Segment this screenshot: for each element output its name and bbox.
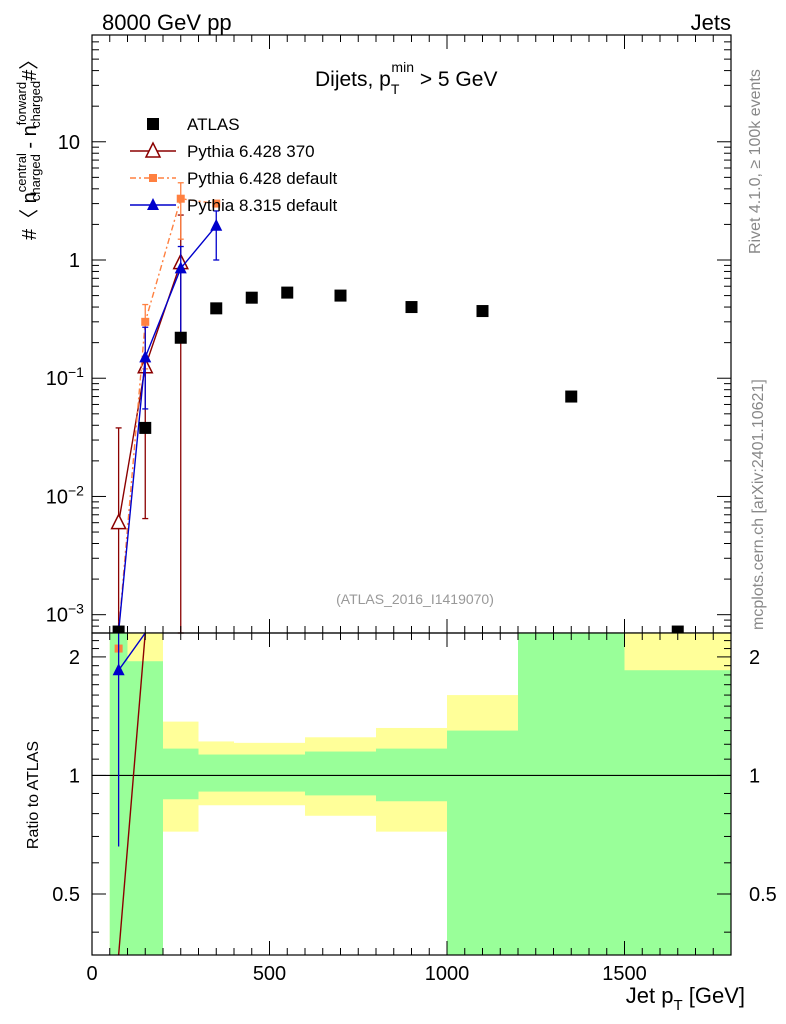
ratio-y-tick-label-right: 0.5 (749, 884, 777, 906)
ratio-marker (112, 663, 125, 676)
atlas-point (174, 331, 187, 344)
title-main: Dijets, p (315, 68, 391, 91)
ratio-y-tick-label: 1 (69, 765, 80, 787)
main-marks (110, 182, 684, 638)
ratio-y-tick-label-right: 1 (749, 765, 760, 787)
legend-marker-pythia8 (147, 198, 159, 210)
x-tick-label: 1000 (425, 963, 470, 985)
main-y-tick-exponent: −3 (68, 601, 84, 617)
ratio-series-line (118, 632, 146, 671)
pythia6-default-point (176, 194, 185, 203)
ratio-y-tick-label: 0.5 (52, 884, 80, 906)
legend-label: Pythia 6.428 370 (187, 142, 315, 161)
xlabel-sub: T (673, 997, 682, 1014)
tick-base: 10 (46, 486, 68, 508)
tick-base: 10 (46, 368, 68, 390)
x-tick-label: 500 (253, 963, 286, 985)
main-y-tick-exponent: −1 (68, 364, 84, 380)
ratio-ylabel: Ratio to ATLAS (25, 741, 42, 849)
main-ylabel: #〈 ncentralcharged - nforwardcharged#〉 (14, 50, 43, 240)
legend-marker-atlas (147, 118, 159, 130)
title-rest: > 5 GeV (414, 68, 497, 91)
atlas-point (476, 305, 489, 318)
pythia8-point (174, 261, 187, 274)
ylabel-sub2: charged (28, 81, 43, 128)
ratio-band-inner (234, 754, 305, 792)
legend-marker-pythia6-370 (144, 141, 162, 158)
pythia8-point (210, 218, 223, 231)
pythia6-default-point (141, 317, 150, 326)
ratio-series-line (117, 632, 146, 956)
ratio-band-inner (198, 754, 234, 792)
main-y-tick-label: 10 (46, 368, 68, 390)
ratio-bands (92, 633, 731, 955)
x-tick-label: 0 (86, 963, 97, 985)
ylabel-part1: #〈 n (19, 192, 41, 240)
atlas-point (565, 390, 578, 403)
header-left: 8000 GeV pp (102, 10, 232, 35)
pythia8-point (139, 350, 152, 363)
atlas-point (281, 286, 294, 299)
series-line (117, 262, 182, 523)
main-y-tick-label: 1 (69, 250, 80, 272)
atlas-point (245, 291, 258, 304)
main-y-tick-label: 10 (58, 132, 80, 154)
tick-base: 10 (46, 605, 68, 627)
header-right: Jets (691, 10, 731, 35)
atlas-point (405, 301, 418, 314)
main-y-tick-label: 10 (46, 486, 68, 508)
atlas-point (334, 289, 347, 302)
ratio-band-inner (624, 670, 731, 955)
legend-marker-pythia6-default (149, 174, 157, 182)
pythia6-default-point (212, 199, 221, 208)
xlabel-main: Jet p (626, 983, 674, 1008)
ylabel-part2: - n (19, 125, 41, 154)
ratio-band-inner (305, 751, 376, 796)
ratio-y-tick-label-right: 2 (749, 647, 760, 669)
ratio-y-tick-label: 2 (69, 647, 80, 669)
ratio-ticks: 0 500 1000 1500 0.5 0.5 1 1 2 2 (52, 633, 777, 985)
title-sub: T (391, 81, 400, 97)
title-sup: min (391, 59, 414, 75)
plot-title: Dijets, pTmin > 5 GeV (315, 59, 497, 97)
ylabel-sup2: forward (14, 82, 29, 125)
main-x-ticks (91, 35, 732, 633)
ratio-marks (112, 632, 146, 956)
rivet-label: Rivet 4.1.0, ≥ 100k events (747, 69, 764, 254)
x-axis-label: Jet pT [GeV] (626, 983, 745, 1014)
series-line (117, 197, 217, 632)
analysis-watermark: (ATLAS_2016_I1419070) (336, 591, 494, 607)
atlas-point (139, 421, 152, 434)
main-y-tick-label: 10 (46, 605, 68, 627)
ratio-band-inner (163, 748, 199, 800)
ratio-panel: 0 500 1000 1500 0.5 0.5 1 1 2 2 Ratio to ATLAS Je… (25, 632, 777, 1014)
atlas-point (210, 302, 223, 315)
pythia6-370-point (110, 513, 127, 530)
ratio-band-inner (518, 633, 625, 955)
ylabel-sub1: charged (28, 154, 43, 201)
ylabel-sup1: central (14, 153, 29, 192)
mcplots-label: mcplots.cern.ch [arXiv:2401.10621] (750, 379, 767, 630)
ratio-band-inner (447, 730, 518, 955)
series-line (117, 225, 217, 632)
legend: ATLAS Pythia 6.428 370 Pythia 6.428 defaul… (130, 115, 338, 215)
x-tick-label: 1500 (602, 963, 647, 985)
main-y-tick-exponent: −2 (68, 482, 84, 498)
ratio-band-inner (127, 661, 163, 955)
legend-label: Pythia 6.428 default (187, 169, 338, 188)
ylabel-part3: #〉 (19, 50, 41, 81)
xlabel-unit: [GeV] (683, 983, 745, 1008)
legend-label: Pythia 8.315 default (187, 196, 338, 215)
legend-label: ATLAS (187, 115, 240, 134)
